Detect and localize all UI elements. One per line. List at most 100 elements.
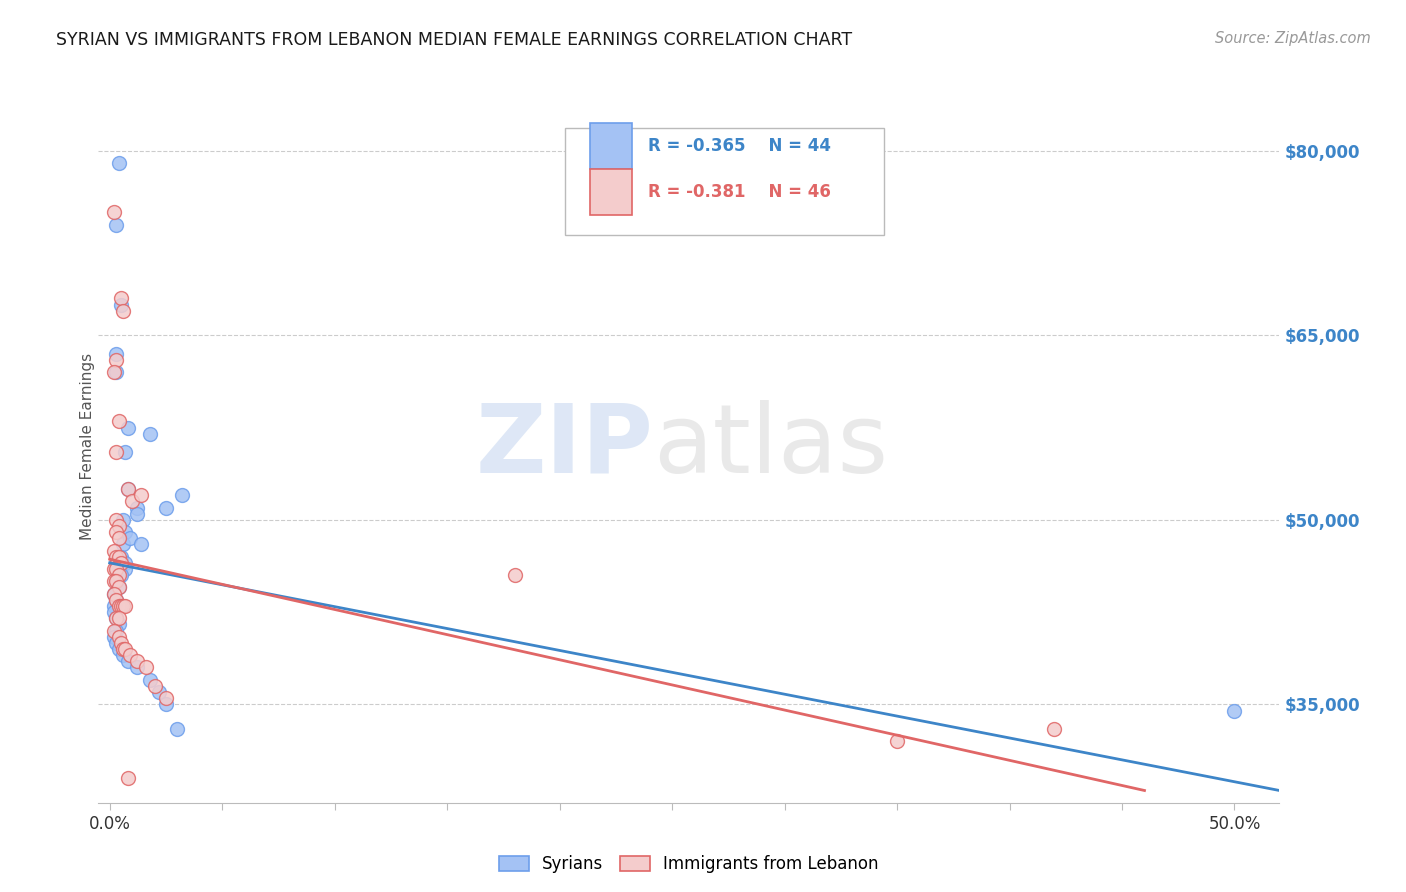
FancyBboxPatch shape: [589, 169, 633, 215]
Point: [155, 691, 177, 706]
Point: [135, 660, 157, 674]
Point: [105, 592, 128, 607]
Point: [117, 771, 139, 785]
Point: [129, 488, 152, 502]
Point: [112, 599, 135, 613]
Point: [103, 562, 125, 576]
Point: [105, 352, 128, 367]
Point: [105, 445, 128, 459]
Point: [112, 303, 135, 318]
Point: [105, 347, 128, 361]
Point: [1223, 704, 1246, 718]
Point: [110, 297, 132, 311]
Point: [107, 568, 129, 582]
Point: [105, 636, 128, 650]
Point: [114, 562, 136, 576]
Point: [103, 574, 125, 589]
Point: [107, 531, 129, 545]
Point: [110, 556, 132, 570]
Point: [110, 549, 132, 564]
Point: [105, 562, 128, 576]
Point: [117, 482, 139, 496]
Point: [105, 574, 128, 589]
Point: [143, 679, 166, 693]
Point: [105, 556, 128, 570]
Point: [107, 599, 129, 613]
Point: [105, 549, 128, 564]
Point: [166, 722, 188, 736]
Text: R = -0.381    N = 46: R = -0.381 N = 46: [648, 183, 831, 201]
Text: Source: ZipAtlas.com: Source: ZipAtlas.com: [1215, 31, 1371, 46]
Point: [886, 734, 908, 748]
Point: [107, 581, 129, 595]
Point: [110, 291, 132, 305]
Point: [112, 648, 135, 662]
Point: [107, 581, 129, 595]
Point: [125, 654, 148, 668]
Y-axis label: Median Female Earnings: Median Female Earnings: [80, 352, 94, 540]
Point: [105, 574, 128, 589]
Point: [103, 205, 125, 219]
Point: [114, 599, 136, 613]
Point: [114, 445, 136, 459]
Point: [107, 549, 129, 564]
Point: [125, 507, 148, 521]
Point: [105, 218, 128, 232]
Point: [107, 519, 129, 533]
Point: [114, 525, 136, 540]
Point: [103, 587, 125, 601]
Point: [125, 500, 148, 515]
Point: [114, 642, 136, 657]
Point: [107, 611, 129, 625]
FancyBboxPatch shape: [589, 123, 633, 169]
Point: [107, 617, 129, 632]
Point: [107, 562, 129, 576]
Point: [105, 513, 128, 527]
Point: [103, 599, 125, 613]
Point: [103, 605, 125, 619]
Point: [105, 611, 128, 625]
Point: [121, 494, 143, 508]
Point: [103, 587, 125, 601]
Point: [110, 636, 132, 650]
Point: [110, 568, 132, 582]
Legend: Syrians, Immigrants from Lebanon: Syrians, Immigrants from Lebanon: [492, 849, 886, 880]
Point: [107, 642, 129, 657]
Point: [139, 673, 162, 687]
Point: [112, 513, 135, 527]
FancyBboxPatch shape: [565, 128, 884, 235]
Point: [105, 624, 128, 638]
Point: [105, 592, 128, 607]
Point: [103, 543, 125, 558]
Point: [117, 482, 139, 496]
Point: [148, 685, 170, 699]
Text: SYRIAN VS IMMIGRANTS FROM LEBANON MEDIAN FEMALE EARNINGS CORRELATION CHART: SYRIAN VS IMMIGRANTS FROM LEBANON MEDIAN…: [56, 31, 852, 49]
Point: [114, 556, 136, 570]
Point: [118, 648, 141, 662]
Point: [103, 624, 125, 638]
Point: [118, 531, 141, 545]
Text: ZIP: ZIP: [475, 400, 654, 492]
Point: [107, 414, 129, 428]
Point: [139, 426, 162, 441]
Point: [107, 156, 129, 170]
Point: [117, 654, 139, 668]
Point: [155, 500, 177, 515]
Point: [103, 365, 125, 379]
Point: [503, 568, 526, 582]
Point: [155, 698, 177, 712]
Point: [129, 537, 152, 551]
Point: [1043, 722, 1066, 736]
Point: [103, 630, 125, 644]
Point: [110, 599, 132, 613]
Point: [107, 630, 129, 644]
Point: [125, 660, 148, 674]
Point: [112, 642, 135, 657]
Point: [170, 488, 193, 502]
Point: [112, 537, 135, 551]
Text: atlas: atlas: [654, 400, 889, 492]
Point: [105, 365, 128, 379]
Point: [117, 420, 139, 434]
Point: [105, 525, 128, 540]
Point: [105, 611, 128, 625]
